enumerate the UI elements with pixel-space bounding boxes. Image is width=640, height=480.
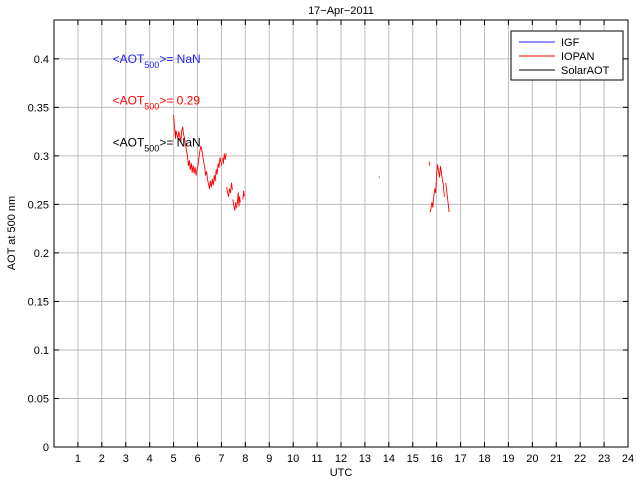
annotations: <AOT500>= NaN <AOT500>= 0.29 <AOT500>= NaN bbox=[113, 52, 201, 153]
x-tick-label: 17 bbox=[454, 453, 466, 465]
axes: 1 2 3 4 5 6 7 8 9 10 11 12 13 14 15 16 17 18 19 20 21 22 23 240… bbox=[28, 19, 634, 465]
x-tick-label: 10 bbox=[287, 453, 299, 465]
x-tick-label: 21 bbox=[550, 453, 562, 465]
x-tick-label: 9 bbox=[266, 453, 272, 465]
x-tick-label: 20 bbox=[526, 453, 538, 465]
x-tick-label: 6 bbox=[194, 453, 200, 465]
series-line-segment bbox=[428, 161, 431, 166]
x-tick-label: 16 bbox=[431, 453, 443, 465]
y-tick-label: 0.1 bbox=[34, 345, 49, 357]
y-tick-label: 0.05 bbox=[28, 393, 49, 405]
mean-aot-annotation: <AOT500>= 0.29 bbox=[113, 94, 201, 112]
x-tick-label: 1 bbox=[75, 453, 81, 465]
x-tick-label: 3 bbox=[123, 453, 129, 465]
series-line-segment bbox=[429, 164, 445, 213]
series-line-segment bbox=[242, 190, 245, 200]
y-tick-label: 0.4 bbox=[34, 54, 49, 66]
chart-title: 17−Apr−2011 bbox=[308, 5, 374, 17]
series-lines bbox=[173, 115, 450, 213]
series-line-segment bbox=[236, 192, 241, 207]
x-tick-label: 14 bbox=[383, 453, 395, 465]
x-tick-label: 2 bbox=[99, 453, 105, 465]
x-tick-label: 24 bbox=[622, 453, 634, 465]
y-tick-label: 0.25 bbox=[28, 199, 49, 211]
y-tick-label: 0.15 bbox=[28, 296, 49, 308]
x-tick-label: 22 bbox=[574, 453, 586, 465]
y-tick-label: 0 bbox=[43, 442, 49, 454]
series-line-segment bbox=[232, 199, 238, 211]
x-tick-label: 15 bbox=[407, 453, 419, 465]
x-tick-label: 13 bbox=[359, 453, 371, 465]
x-tick-label: 11 bbox=[311, 453, 322, 465]
y-tick-label: 0.35 bbox=[28, 102, 49, 114]
y-tick-label: 0.3 bbox=[34, 151, 49, 163]
x-axis-label: UTC bbox=[330, 467, 353, 479]
x-tick-label: 4 bbox=[147, 453, 153, 465]
x-tick-label: 18 bbox=[478, 453, 490, 465]
series-line-segment bbox=[222, 152, 227, 165]
plot-frame bbox=[53, 19, 629, 448]
legend-label: SolarAOT bbox=[561, 65, 610, 77]
mean-aot-annotation: <AOT500>= NaN bbox=[113, 135, 201, 153]
legend: IGF IOPAN SolarAOT bbox=[510, 30, 624, 81]
mean-aot-annotation: <AOT500>= NaN bbox=[113, 52, 201, 70]
x-tick-label: 12 bbox=[335, 453, 347, 465]
grid bbox=[54, 20, 628, 447]
x-tick-label: 23 bbox=[598, 453, 610, 465]
series-line-segment bbox=[445, 182, 450, 213]
x-tick-label: 19 bbox=[502, 453, 514, 465]
legend-label: IOPAN bbox=[561, 51, 594, 63]
series-line-segment bbox=[226, 182, 233, 198]
series-iopan bbox=[173, 115, 450, 213]
series-line-segment bbox=[173, 115, 223, 190]
y-axis-label: AOT at 500 nm bbox=[6, 196, 18, 270]
x-tick-label: 7 bbox=[218, 453, 224, 465]
y-tick-label: 0.2 bbox=[34, 248, 49, 260]
legend-label: IGF bbox=[561, 37, 580, 49]
x-tick-label: 5 bbox=[171, 453, 177, 465]
x-tick-label: 8 bbox=[242, 453, 248, 465]
